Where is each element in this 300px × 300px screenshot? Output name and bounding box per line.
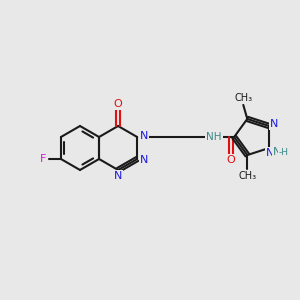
Text: N: N (140, 131, 148, 141)
Text: N: N (266, 148, 275, 158)
Text: CH₃: CH₃ (234, 93, 252, 103)
Text: N: N (273, 147, 282, 157)
Text: O: O (114, 99, 122, 109)
Text: -H: -H (278, 148, 289, 157)
Text: N: N (270, 119, 279, 129)
Text: F: F (40, 154, 46, 164)
Text: NH: NH (206, 132, 222, 142)
Text: CH₃: CH₃ (238, 171, 256, 181)
Text: N: N (114, 171, 122, 181)
Text: N: N (140, 155, 148, 165)
Text: O: O (227, 155, 236, 165)
